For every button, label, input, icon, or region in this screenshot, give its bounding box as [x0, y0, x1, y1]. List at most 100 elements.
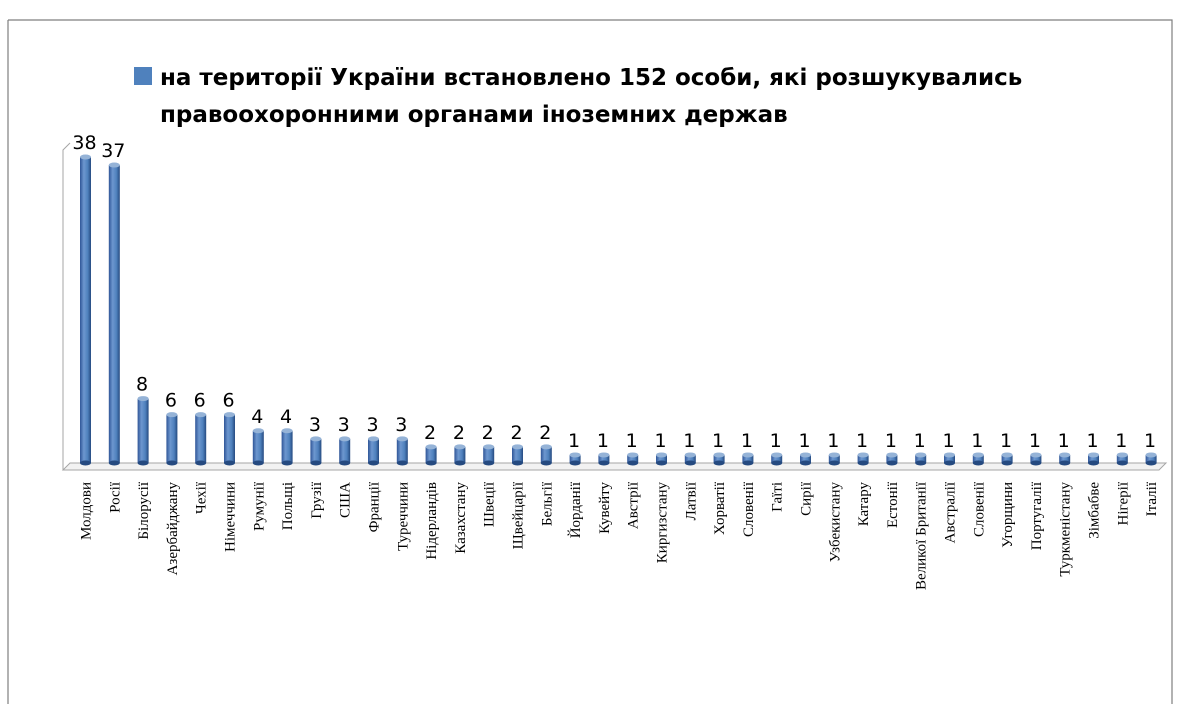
bar [1088, 452, 1099, 466]
bar-body [1001, 454, 1013, 463]
bar-top [886, 452, 898, 458]
bar-top [771, 452, 783, 458]
bar-body [828, 454, 840, 463]
bar-base [512, 460, 523, 466]
data-label: 3 [366, 414, 378, 436]
bar-base [483, 460, 495, 466]
category-label: Кувейту [597, 482, 613, 534]
bar-top [281, 428, 293, 434]
data-label: 1 [798, 430, 810, 452]
category-label: Латвії [683, 481, 699, 520]
bar-body [569, 454, 581, 463]
category-label: Грузії [309, 481, 325, 519]
bar-base [195, 460, 207, 466]
data-label: 8 [136, 374, 148, 396]
data-label: 1 [1000, 430, 1012, 452]
bar-body [771, 454, 783, 463]
data-label: 1 [1058, 430, 1070, 452]
bar-top [454, 444, 466, 450]
bar-body [166, 414, 178, 463]
category-labels: Молдови Росії Білорусії Азербайджану Чехії Ні… [79, 481, 1161, 590]
category-label: Швеції [482, 481, 498, 527]
bar-base [252, 460, 264, 466]
category-label: Хорватії [712, 481, 728, 535]
category-label: Італії [1144, 481, 1160, 516]
category-label: Йорданії [567, 481, 584, 538]
bar [224, 412, 235, 466]
bar-base [569, 460, 581, 466]
bar-body [1088, 454, 1099, 463]
category-label: Сирії [799, 481, 815, 516]
bar [1145, 452, 1157, 466]
bar-top [166, 412, 178, 418]
bar-base [396, 460, 408, 466]
data-label: 1 [942, 430, 954, 452]
category-label: Бельгії [539, 481, 555, 526]
data-label: 1 [971, 430, 983, 452]
bar [771, 452, 783, 466]
bar-top [252, 428, 264, 434]
category-label: Білорусії [136, 481, 152, 539]
data-label: 1 [683, 430, 695, 452]
bar-body [598, 454, 610, 463]
data-label: 1 [1086, 430, 1098, 452]
bar [800, 452, 811, 466]
bar-base [915, 460, 927, 466]
bar-body [742, 454, 754, 463]
bar-base [1001, 460, 1013, 466]
bar-base [598, 460, 610, 466]
bar-top [80, 154, 91, 160]
bar-body [252, 430, 264, 463]
bar-body [886, 454, 898, 463]
bar [108, 162, 120, 466]
bar-base [1088, 460, 1099, 466]
bar-base [339, 460, 351, 466]
bar-base [137, 460, 149, 466]
bar-body [540, 446, 552, 463]
data-label: 4 [251, 406, 263, 428]
bar-body [396, 438, 408, 463]
category-label: Туреччини [395, 482, 411, 551]
bar-top [512, 444, 523, 450]
bar-top [915, 452, 927, 458]
bar-top [857, 452, 869, 458]
bar-body [1030, 454, 1042, 463]
bar [1059, 452, 1071, 466]
category-label: Туркменістану [1058, 482, 1074, 577]
bar-body [944, 454, 955, 463]
bar-top [483, 444, 495, 450]
bar-base [454, 460, 466, 466]
bar-body [627, 454, 639, 463]
bar-top [224, 412, 235, 418]
bar-body [1059, 454, 1071, 463]
category-label: Словенії [741, 481, 757, 537]
bar-top [137, 396, 149, 402]
data-label: 1 [1115, 430, 1127, 452]
bar-top [339, 436, 351, 442]
bar-top [656, 452, 667, 458]
bar-base [886, 460, 898, 466]
category-label: Катару [856, 482, 872, 527]
bar-body [80, 157, 91, 463]
bar-base [944, 460, 955, 466]
category-label: Нігерії [1115, 481, 1131, 525]
bar-top [972, 452, 984, 458]
category-label: Естонії [885, 481, 901, 528]
data-label: 2 [424, 422, 436, 444]
bar-body [195, 414, 207, 463]
bar-top [713, 452, 725, 458]
bar [425, 444, 437, 466]
category-label: Румунії [251, 481, 267, 531]
bar-body [972, 454, 984, 463]
bar [166, 412, 178, 466]
bar [886, 452, 898, 466]
bar-body [368, 438, 379, 463]
bar-base [281, 460, 293, 466]
bar-top [108, 162, 120, 168]
bar-top [425, 444, 437, 450]
data-label: 3 [309, 414, 321, 436]
data-label: 1 [885, 430, 897, 452]
category-label: Чехії [194, 481, 210, 514]
data-label: 37 [101, 140, 125, 162]
